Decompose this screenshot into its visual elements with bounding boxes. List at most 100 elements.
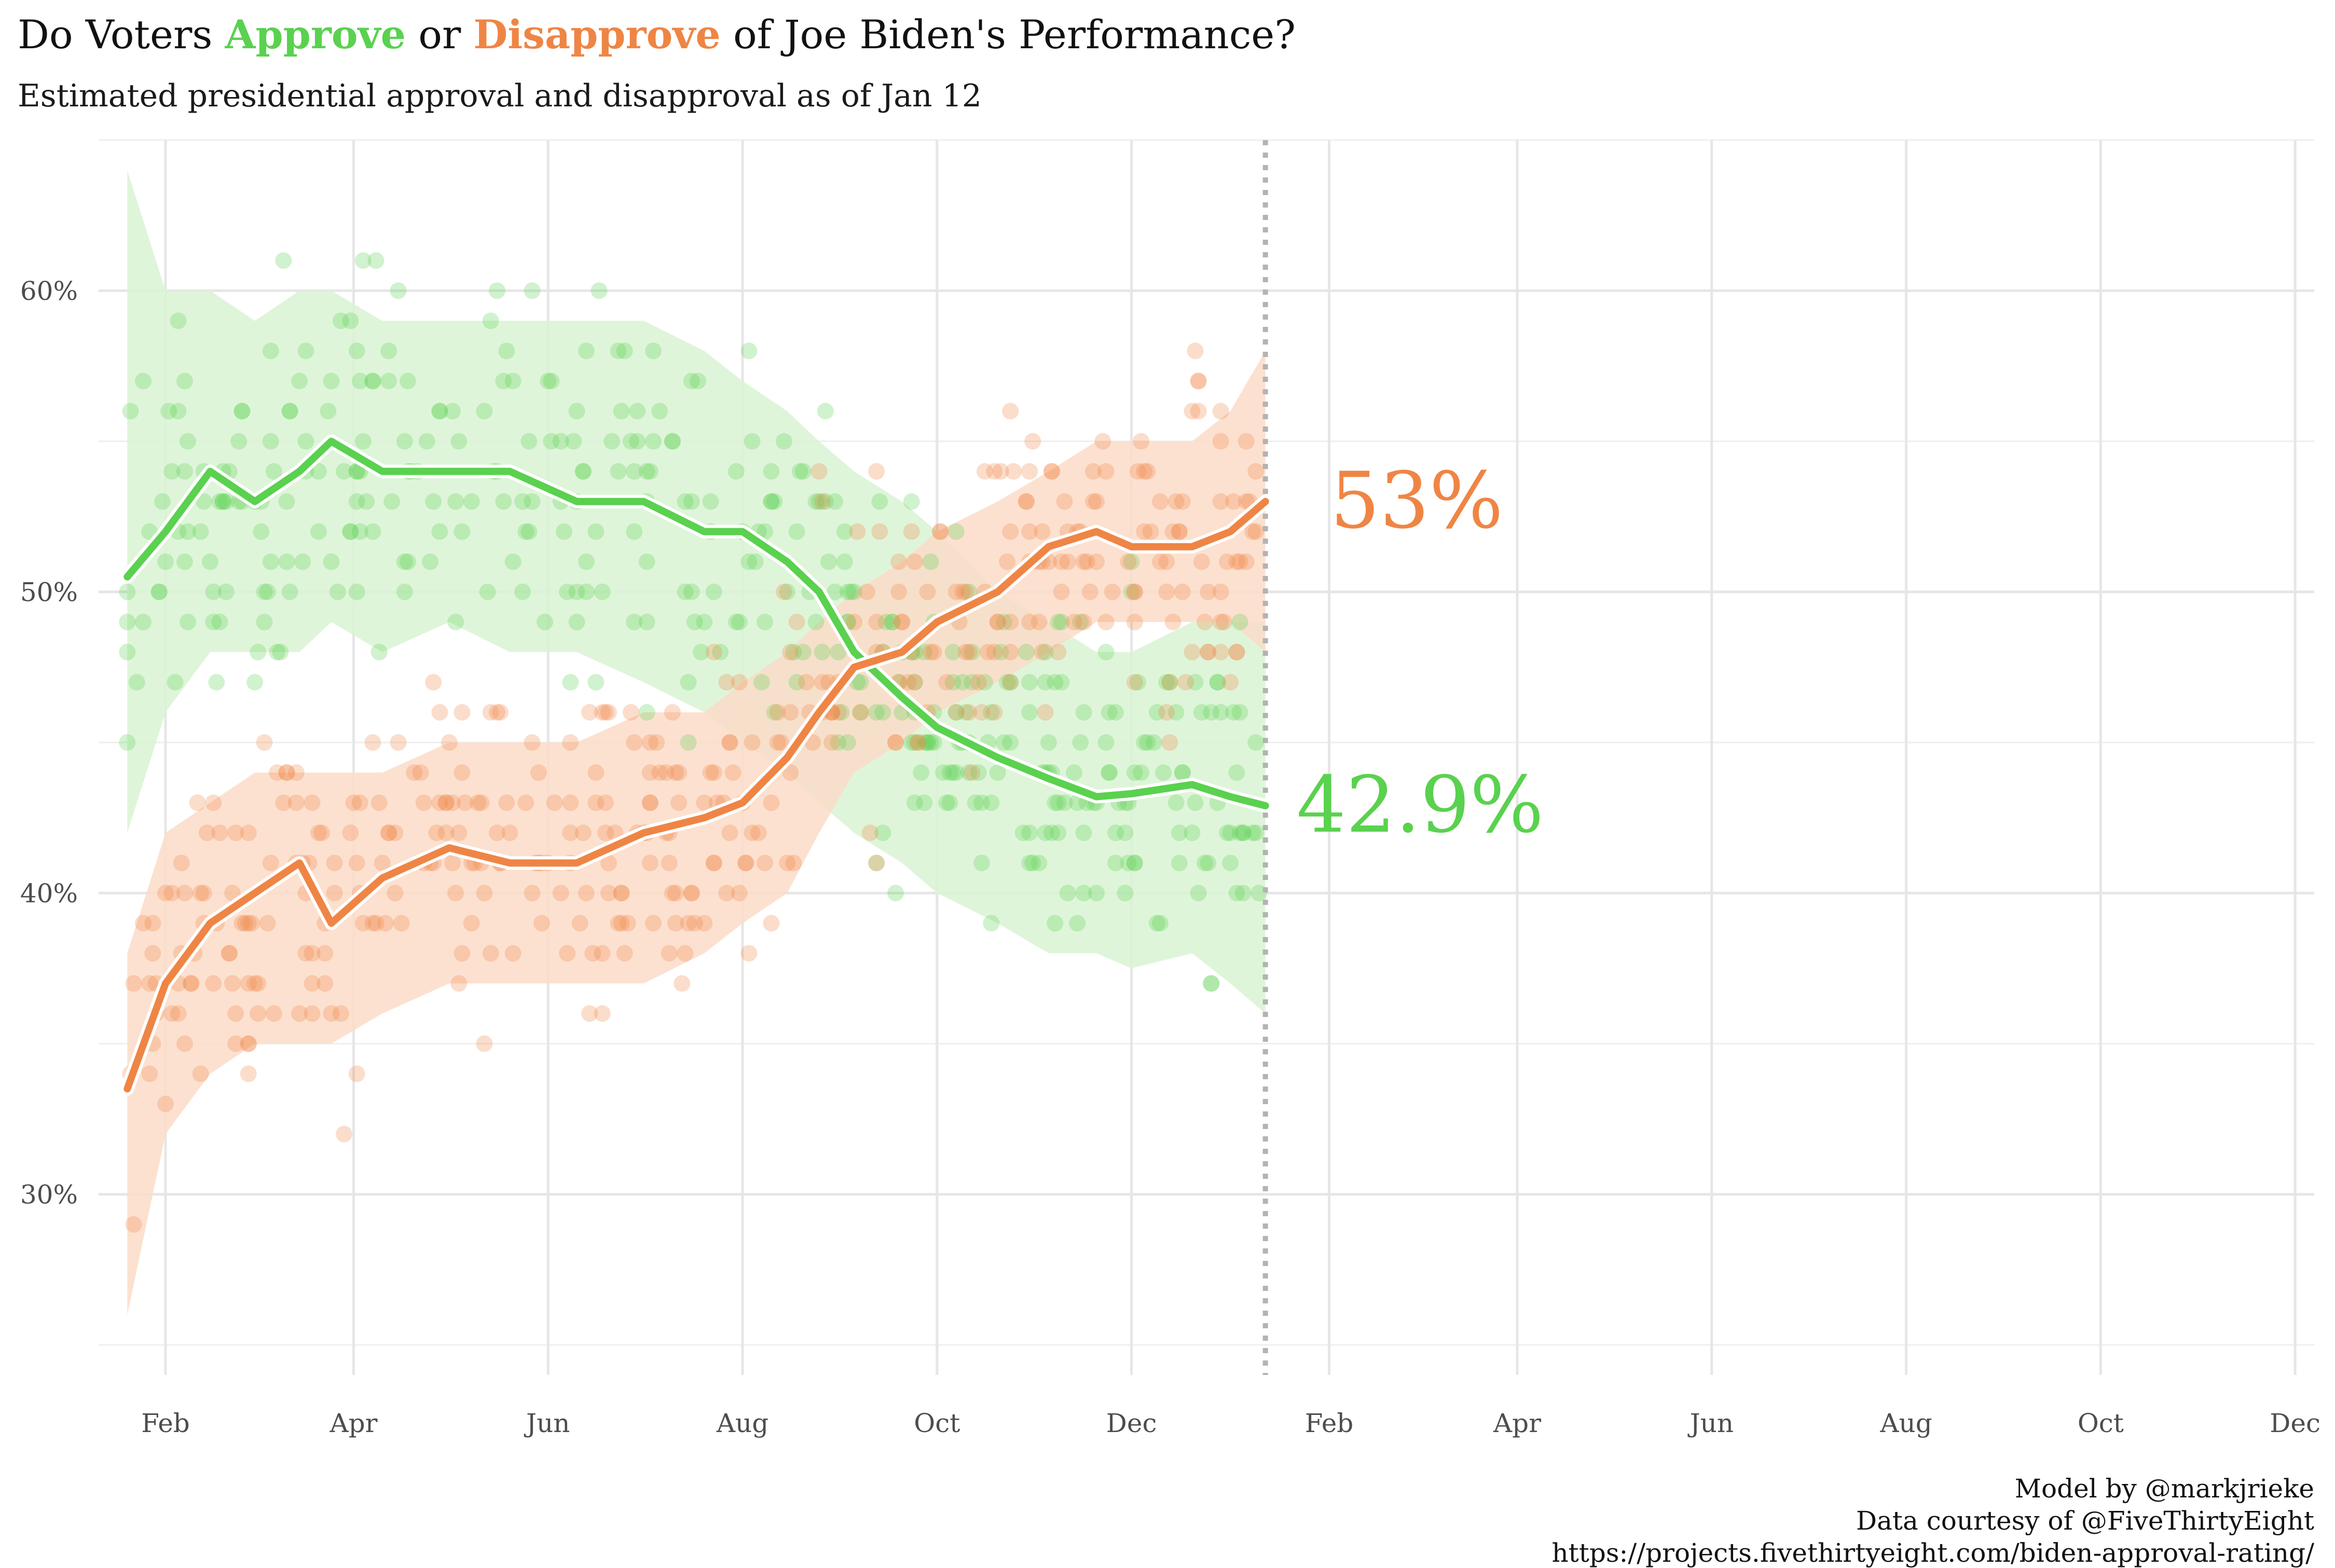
disapprove-poll-point xyxy=(1126,673,1143,691)
approve-poll-point xyxy=(964,673,981,691)
approve-poll-point xyxy=(157,553,174,570)
disapprove-poll-point xyxy=(240,824,257,842)
disapprove-poll-point xyxy=(444,794,461,811)
approve-poll-point xyxy=(543,433,560,450)
disapprove-poll-point xyxy=(798,673,815,691)
approve-poll-point xyxy=(504,373,521,390)
disapprove-poll-point xyxy=(323,1005,340,1022)
approve-poll-point xyxy=(180,523,196,540)
approve-poll-point xyxy=(983,704,1000,721)
disapprove-poll-point xyxy=(431,704,448,721)
disapprove-poll-point xyxy=(782,764,799,781)
disapprove-poll-point xyxy=(450,824,468,842)
disapprove-poll-point xyxy=(1212,493,1229,510)
disapprove-poll-point xyxy=(1021,613,1038,630)
approve-poll-point xyxy=(839,583,856,600)
title-prefix: Do Voters xyxy=(18,11,225,58)
disapprove-poll-point xyxy=(977,463,993,480)
disapprove-poll-point xyxy=(686,915,703,932)
approve-poll-point xyxy=(766,493,783,510)
disapprove-poll-point xyxy=(737,855,754,872)
disapprove-poll-point xyxy=(250,1005,267,1022)
disapprove-poll-point xyxy=(304,945,321,962)
approve-poll-point xyxy=(871,493,888,510)
approve-poll-point xyxy=(944,643,962,661)
approve-poll-point xyxy=(922,734,939,751)
x-tick-label: Aug xyxy=(1879,1408,1932,1438)
disapprove-poll-point xyxy=(584,945,601,962)
approve-poll-point xyxy=(256,613,273,630)
disapprove-poll-point xyxy=(763,794,780,811)
disapprove-poll-point xyxy=(906,673,923,691)
disapprove-poll-point xyxy=(501,824,518,842)
approve-poll-point xyxy=(517,523,534,540)
disapprove-poll-point xyxy=(1200,583,1217,600)
approve-poll-point xyxy=(150,583,168,600)
approve-poll-point xyxy=(128,673,145,691)
disapprove-poll-point xyxy=(651,764,668,781)
disapprove-poll-point xyxy=(702,764,719,781)
approve-poll-point xyxy=(830,643,847,661)
disapprove-poll-point xyxy=(297,945,314,962)
approve-poll-point xyxy=(1101,764,1118,781)
disapprove-poll-point xyxy=(992,463,1009,480)
disapprove-poll-point xyxy=(645,915,662,932)
approve-poll-point xyxy=(830,734,847,751)
approve-poll-point xyxy=(1158,673,1175,691)
approve-poll-point xyxy=(400,553,416,570)
disapprove-poll-point xyxy=(623,704,639,721)
approve-poll-point xyxy=(913,764,930,781)
disapprove-poll-point xyxy=(868,613,885,630)
x-tick-label: Feb xyxy=(1305,1408,1354,1438)
disapprove-trend-line xyxy=(123,498,1269,1093)
disapprove-poll-point xyxy=(287,764,305,781)
approve-poll-point xyxy=(211,613,228,630)
approve-poll-point xyxy=(833,704,850,721)
approve-poll-point xyxy=(645,342,662,360)
approve-poll-point xyxy=(556,523,572,540)
disapprove-poll-point xyxy=(562,794,579,811)
approve-poll-point xyxy=(1193,704,1210,721)
approve-poll-point xyxy=(884,613,901,630)
disapprove-poll-point xyxy=(1043,463,1060,480)
disapprove-poll-point xyxy=(176,885,193,902)
approve-poll-point xyxy=(1002,734,1019,751)
approve-poll-point xyxy=(1117,824,1134,842)
approve-poll-point xyxy=(163,463,181,480)
disapprove-poll-point xyxy=(910,734,926,751)
approve-poll-point xyxy=(731,613,748,630)
approve-poll-point xyxy=(740,342,758,360)
approve-poll-point xyxy=(1107,855,1124,872)
disapprove-poll-point xyxy=(476,1035,493,1052)
approve-poll-point xyxy=(135,373,152,390)
disapprove-poll-point xyxy=(610,915,627,932)
disapprove-poll-point xyxy=(336,1125,353,1143)
disapprove-poll-point xyxy=(125,1216,142,1233)
disapprove-poll-point xyxy=(594,945,611,962)
approve-poll-point xyxy=(294,553,311,570)
approve-poll-point xyxy=(941,764,958,781)
approve-poll-point xyxy=(1123,583,1140,600)
disapprove-poll-point xyxy=(887,734,904,751)
disapprove-poll-point xyxy=(1097,463,1115,480)
disapprove-poll-point xyxy=(890,583,908,600)
disapprove-poll-point xyxy=(814,493,831,510)
disapprove-poll-point xyxy=(670,794,688,811)
disapprove-poll-point xyxy=(1005,463,1022,480)
disapprove-poll-point xyxy=(705,643,722,661)
disapprove-poll-point xyxy=(492,704,509,721)
approve-poll-point xyxy=(686,613,703,630)
approve-poll-point xyxy=(1174,764,1191,781)
disapprove-poll-point xyxy=(524,885,541,902)
approve-poll-point xyxy=(906,794,923,811)
approve-poll-point xyxy=(603,433,621,450)
title-suffix: of Joe Biden's Performance? xyxy=(720,11,1296,58)
approve-poll-point xyxy=(1047,915,1064,932)
disapprove-poll-point xyxy=(578,885,595,902)
disapprove-poll-point xyxy=(750,824,767,842)
disapprove-poll-point xyxy=(661,945,678,962)
approve-poll-point xyxy=(380,373,397,390)
disapprove-poll-point xyxy=(775,583,792,600)
disapprove-poll-point xyxy=(616,945,633,962)
